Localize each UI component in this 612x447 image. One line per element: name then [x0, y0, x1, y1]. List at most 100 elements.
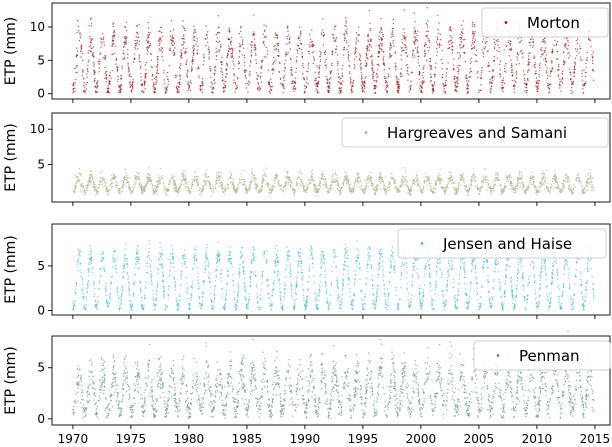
data-point [340, 77, 342, 79]
data-point [121, 186, 124, 189]
data-point [355, 32, 358, 34]
data-point [300, 48, 303, 51]
data-point [191, 178, 194, 181]
data-point [191, 182, 193, 184]
data-point [327, 190, 329, 192]
data-point [324, 51, 326, 53]
data-point [396, 187, 398, 189]
data-point [539, 183, 542, 185]
data-point [520, 41, 522, 43]
data-point [514, 80, 516, 82]
data-point [479, 186, 482, 189]
data-point [120, 88, 123, 90]
data-point [104, 72, 107, 75]
data-point [348, 45, 350, 47]
data-point [255, 189, 258, 191]
data-point [420, 90, 423, 93]
data-point [283, 63, 286, 65]
data-point [356, 178, 359, 181]
data-point [255, 179, 257, 182]
data-point [311, 169, 313, 171]
data-point [325, 183, 327, 185]
data-point [190, 82, 192, 84]
data-point [243, 61, 246, 64]
data-point [346, 28, 348, 30]
data-point [76, 72, 78, 74]
data-point [274, 177, 276, 179]
data-point [354, 47, 357, 49]
data-point [196, 177, 198, 179]
data-point [368, 182, 370, 184]
data-point [249, 60, 252, 62]
data-point [225, 73, 227, 75]
data-point [299, 172, 301, 174]
data-point [400, 54, 402, 56]
data-point [515, 185, 517, 187]
data-point [422, 71, 424, 74]
data-point [208, 46, 210, 48]
data-point [123, 177, 125, 179]
data-point [287, 182, 289, 184]
data-point [188, 87, 190, 90]
data-point [453, 182, 455, 185]
data-point [218, 49, 220, 51]
data-point [267, 69, 270, 71]
data-point [557, 75, 559, 78]
data-point [189, 89, 192, 91]
data-point [160, 26, 162, 29]
data-point [200, 191, 202, 193]
data-point [260, 67, 262, 69]
data-point [405, 51, 407, 54]
data-point [168, 65, 171, 67]
data-point [427, 26, 429, 28]
data-point [250, 44, 252, 46]
data-point [456, 52, 459, 54]
data-point [146, 53, 148, 55]
data-point [505, 71, 507, 73]
data-point [407, 72, 409, 75]
data-point [484, 46, 487, 48]
data-point [379, 175, 381, 178]
data-point [234, 65, 236, 67]
data-point [523, 73, 526, 76]
data-point [316, 191, 318, 194]
data-point [418, 78, 421, 81]
data-point [288, 176, 291, 178]
data-point [102, 185, 104, 188]
data-point [226, 55, 229, 57]
data-point [396, 80, 398, 83]
data-point [364, 60, 367, 62]
data-point [397, 84, 400, 86]
data-point [263, 24, 265, 26]
data-point [111, 53, 113, 55]
data-point [466, 85, 469, 87]
data-point [426, 179, 428, 182]
data-point [429, 73, 432, 76]
data-point [555, 176, 557, 178]
data-point [251, 44, 253, 46]
data-point [272, 62, 275, 64]
data-point [104, 66, 106, 69]
data-point [105, 78, 108, 80]
data-point [249, 186, 251, 189]
data-point [79, 172, 82, 175]
data-point [94, 190, 96, 192]
data-point [564, 46, 567, 48]
data-point [424, 51, 426, 53]
data-point [197, 175, 199, 178]
data-point [167, 80, 170, 82]
data-point [467, 191, 469, 194]
data-point [104, 55, 107, 57]
data-point [444, 192, 446, 194]
data-point [240, 30, 242, 33]
data-point [439, 168, 441, 171]
data-point [366, 183, 368, 185]
data-point [194, 39, 196, 42]
data-point [328, 91, 330, 94]
data-point [93, 80, 96, 83]
data-point [523, 77, 526, 80]
data-point [238, 179, 241, 181]
data-point [343, 47, 345, 49]
data-point [241, 179, 243, 181]
data-point [561, 70, 564, 73]
